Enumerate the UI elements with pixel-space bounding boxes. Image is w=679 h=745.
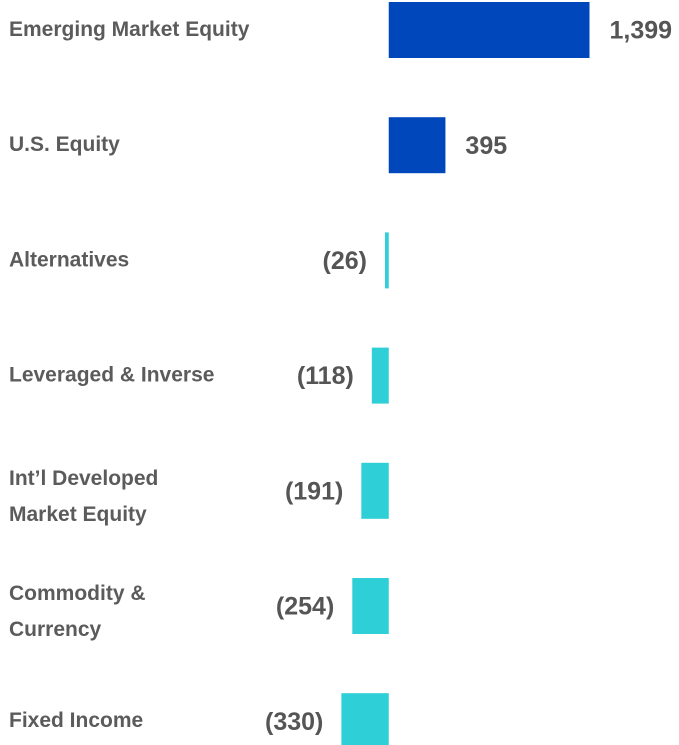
category-label: Int’l Developed Market Equity — [9, 466, 158, 525]
value-label: (26) — [323, 247, 367, 275]
category-line: Commodity & — [9, 582, 146, 605]
category-label: U.S. Equity — [9, 133, 120, 156]
category-line: Leveraged & Inverse — [9, 363, 214, 386]
bar — [385, 232, 389, 289]
bar — [361, 462, 389, 519]
category-line: Emerging Market Equity — [9, 18, 250, 41]
category-line: Alternatives — [9, 248, 129, 271]
category-label: Fixed Income — [9, 709, 143, 732]
value-label: (254) — [276, 593, 334, 621]
category-label: Leveraged & Inverse — [9, 363, 214, 386]
category-line: Int’l Developed — [9, 466, 158, 489]
bar — [371, 347, 389, 404]
category-line: U.S. Equity — [9, 133, 120, 156]
bar — [352, 578, 389, 634]
bar — [341, 693, 389, 745]
bar — [388, 117, 446, 174]
category-line: Market Equity — [9, 502, 147, 525]
value-label: 1,399 — [610, 17, 673, 45]
value-label: (330) — [265, 708, 323, 736]
value-label: (118) — [297, 362, 354, 390]
category-line: Fixed Income — [9, 709, 143, 732]
category-line: Currency — [9, 618, 102, 641]
category-label: Commodity & Currency — [9, 582, 146, 641]
value-label: (191) — [285, 477, 343, 505]
category-label: Emerging Market Equity — [9, 18, 250, 41]
value-label: 395 — [465, 132, 507, 160]
category-label: Alternatives — [9, 248, 129, 271]
bar — [388, 2, 590, 58]
